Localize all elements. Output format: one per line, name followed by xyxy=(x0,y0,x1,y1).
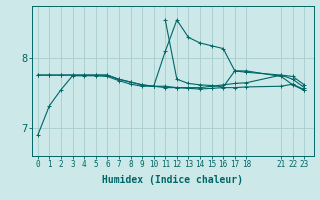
X-axis label: Humidex (Indice chaleur): Humidex (Indice chaleur) xyxy=(102,175,243,185)
